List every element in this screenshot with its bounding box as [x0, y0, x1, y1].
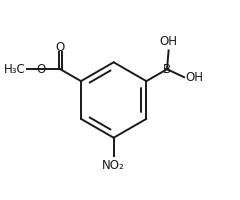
Text: H₃C: H₃C: [4, 63, 26, 76]
Text: NO₂: NO₂: [102, 159, 125, 172]
Text: O: O: [36, 63, 46, 76]
Text: O: O: [56, 41, 65, 54]
Text: OH: OH: [160, 35, 178, 48]
Text: B: B: [163, 63, 171, 76]
Text: OH: OH: [186, 71, 204, 84]
